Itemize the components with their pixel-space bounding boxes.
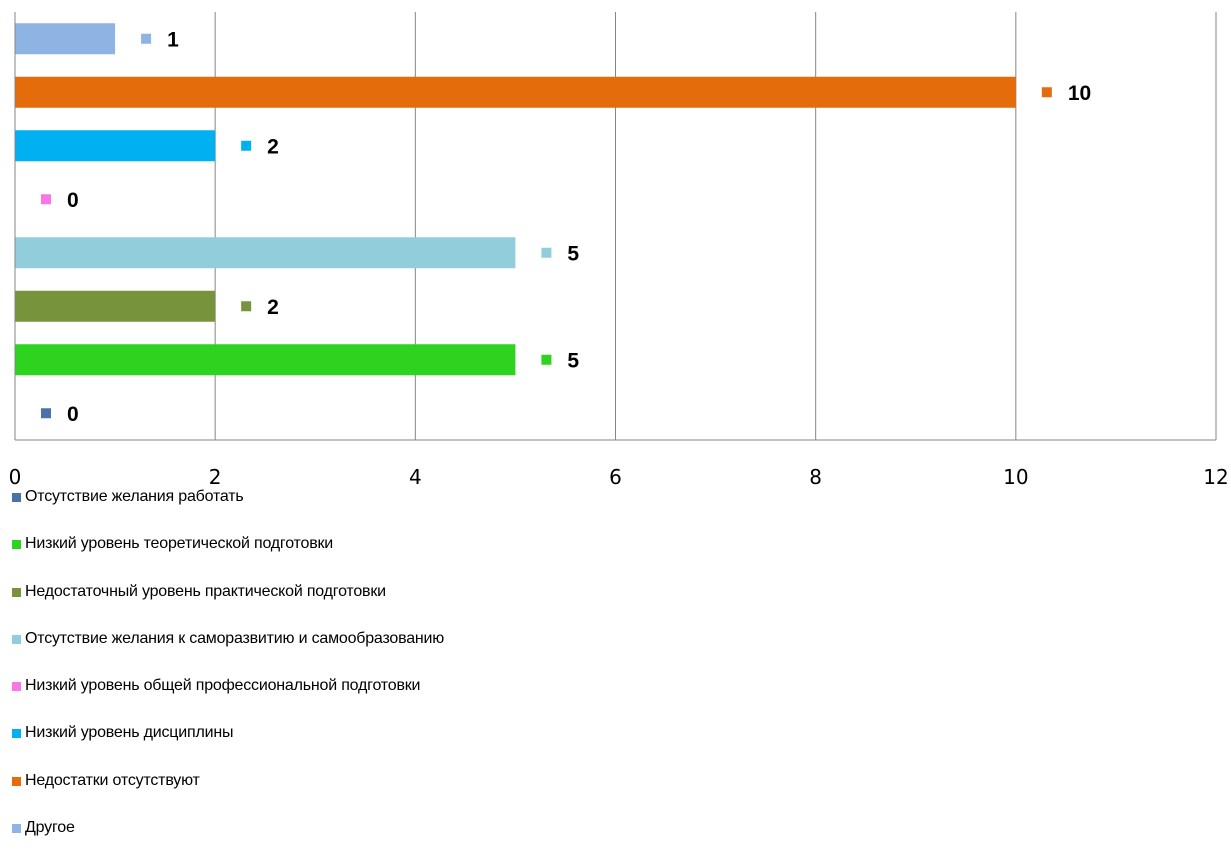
- legend-swatch: [12, 729, 21, 739]
- x-tick-label: 10: [1003, 465, 1028, 489]
- data-label: 2: [267, 135, 279, 158]
- legend-item: Недостаточный уровень практической подго…: [12, 583, 444, 630]
- legend-label: Недостатки отсутствуют: [25, 771, 200, 789]
- legend-label: Низкий уровень теоретической подготовки: [25, 535, 334, 553]
- bar: [15, 130, 216, 162]
- x-tick-label: 8: [809, 465, 822, 489]
- data-label-marker: [141, 33, 152, 44]
- data-labels: 0 5 2 5 0 2 10 1: [41, 28, 1091, 426]
- bar: [15, 23, 116, 55]
- legend-item: Отсутствие желания работать: [12, 488, 444, 535]
- x-axis-ticks: 0 2 4 6 8 10 12: [9, 465, 1229, 489]
- legend-swatch: [12, 824, 21, 834]
- data-label: 10: [1068, 82, 1091, 105]
- data-label: 5: [567, 242, 579, 265]
- x-tick-label: 4: [409, 465, 422, 489]
- data-label-marker: [541, 354, 552, 365]
- legend-item: Недостатки отсутствуют: [12, 772, 444, 819]
- legend-item: Низкий уровень общей профессиональной по…: [12, 677, 444, 724]
- legend-item: Низкий уровень теоретической подготовки: [12, 535, 444, 582]
- data-label-marker: [41, 194, 51, 205]
- legend-item: Низкий уровень дисциплины: [12, 724, 444, 771]
- x-tick-label: 6: [609, 465, 622, 489]
- x-tick-label: 0: [9, 465, 22, 489]
- x-tick-label: 2: [209, 465, 222, 489]
- legend-swatch: [12, 776, 21, 786]
- bar-chart: 0 5 2 5 0 2 10 1 0 2 4 6 8 10 12: [9, 12, 1229, 489]
- legend-label: Отсутствие желания к саморазвитию и само…: [25, 629, 445, 647]
- data-label: 1: [167, 28, 179, 51]
- legend-label: Недостаточный уровень практической подго…: [25, 582, 386, 600]
- data-label-marker: [241, 140, 252, 151]
- grid-lines: [214, 12, 1217, 440]
- bar: [15, 237, 516, 269]
- bar: [15, 76, 1016, 108]
- data-label-marker: [241, 301, 252, 312]
- legend-swatch: [12, 634, 21, 644]
- legend-item: Отсутствие желания к саморазвитию и само…: [12, 630, 444, 677]
- legend-item: Другое: [12, 819, 444, 866]
- legend-swatch: [12, 587, 21, 597]
- x-tick-label: 12: [1203, 465, 1228, 489]
- legend-swatch: [12, 493, 21, 502]
- data-label: 0: [67, 403, 79, 426]
- bars: [15, 23, 1016, 376]
- legend: Отсутствие желания работать Низкий уровен…: [12, 488, 444, 866]
- legend-label: Низкий уровень общей профессиональной по…: [25, 677, 421, 695]
- data-label: 0: [67, 189, 79, 212]
- legend-label: Низкий уровень дисциплины: [25, 724, 234, 742]
- legend-label: Другое: [25, 819, 75, 837]
- data-label-marker: [41, 408, 51, 419]
- data-label-marker: [541, 247, 552, 258]
- legend-swatch: [12, 540, 21, 550]
- data-label: 2: [267, 296, 279, 319]
- data-label: 5: [567, 349, 579, 372]
- bar: [15, 290, 216, 322]
- bar: [15, 344, 516, 376]
- data-label-marker: [1041, 87, 1052, 98]
- legend-swatch: [12, 682, 21, 692]
- legend-label: Отсутствие желания работать: [25, 488, 244, 505]
